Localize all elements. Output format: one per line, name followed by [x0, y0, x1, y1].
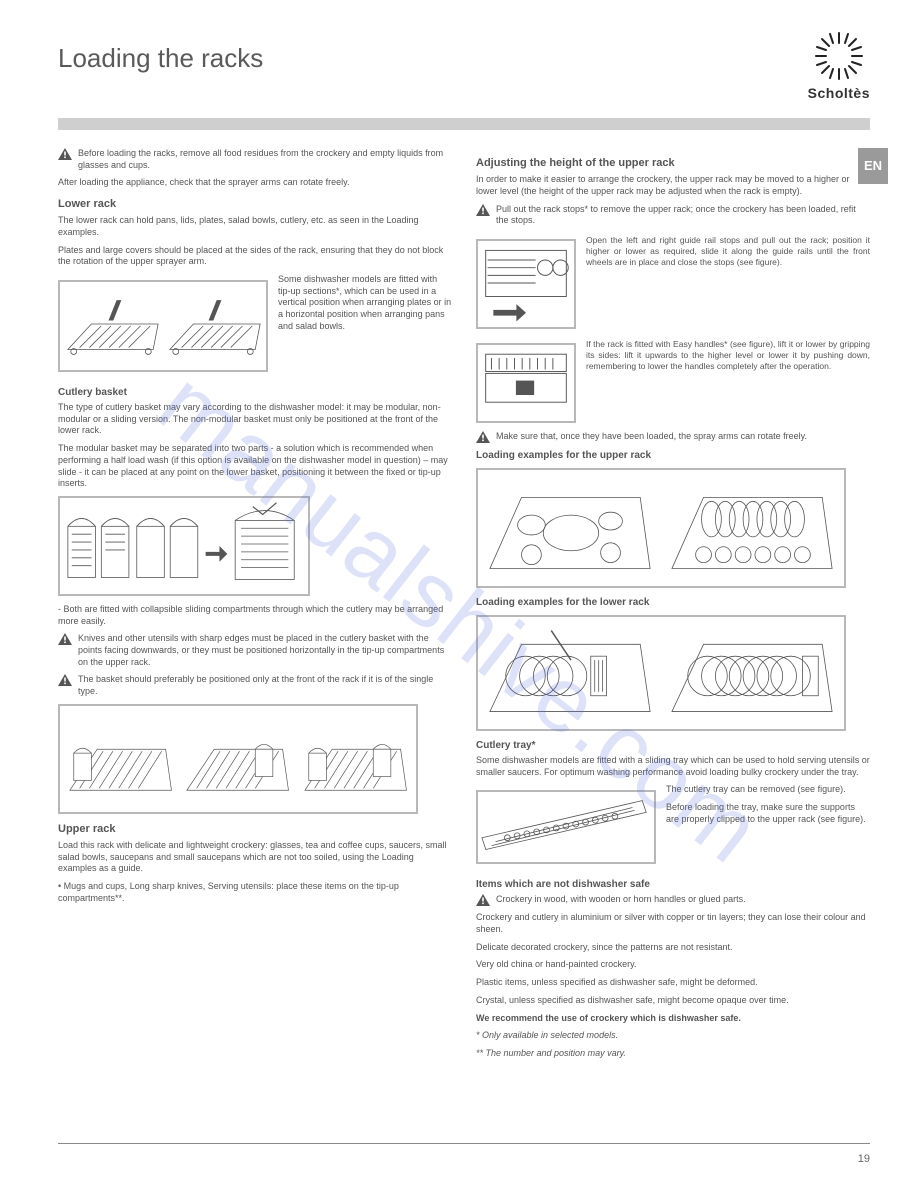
paragraph: Load this rack with delicate and lightwe… [58, 840, 452, 875]
footer-divider [58, 1143, 870, 1144]
paragraph: Before loading the tray, make sure the s… [666, 802, 870, 825]
paragraph: In order to make it easier to arrange th… [476, 174, 870, 197]
warning-wooden: Crockery in wood, with wooden or horn ha… [476, 894, 870, 906]
paragraph: Some dishwasher models are fitted with t… [278, 274, 452, 332]
tip: We recommend the use of crockery which i… [476, 1013, 870, 1025]
paragraph: After loading the appliance, check that … [58, 177, 452, 189]
page-title: Loading the racks [58, 42, 263, 76]
paragraph: Plates and large covers should be placed… [58, 245, 452, 268]
header-divider [58, 118, 870, 130]
figure-easy-handles [476, 343, 576, 423]
page-number: 19 [858, 1152, 870, 1166]
content: Before loading the racks, remove all foo… [58, 148, 870, 1066]
paragraph: Some dishwasher models are fitted with a… [476, 755, 870, 778]
paragraph: The cutlery tray can be removed (see fig… [666, 784, 870, 796]
section-examples-lower: Loading examples for the lower rack [476, 596, 870, 609]
list-item: Delicate decorated crockery, since the p… [476, 942, 870, 954]
warning-icon [58, 633, 72, 645]
caption: Open the left and right guide rail stops… [586, 235, 870, 268]
warning-icon [476, 431, 490, 443]
warning-icon [58, 674, 72, 686]
right-column: Adjusting the height of the upper rack I… [476, 148, 870, 1066]
warning-icon [476, 894, 490, 906]
section-examples-upper: Loading examples for the upper rack [476, 449, 870, 462]
figure-rail-stops [476, 239, 576, 329]
warning-icon [476, 204, 490, 216]
warning-single-basket: The basket should preferably be position… [58, 674, 452, 697]
figure-upper-examples [476, 468, 846, 588]
figure-lower-examples [476, 615, 846, 731]
section-cutlery-tray: Cutlery tray* [476, 739, 870, 752]
footnote: * Only available in selected models. [476, 1030, 870, 1042]
section-cutlery-basket: Cutlery basket [58, 386, 452, 399]
warning-intro: Before loading the racks, remove all foo… [58, 148, 452, 171]
section-upper-rack: Upper rack [58, 822, 452, 836]
warning-free-rotation: Make sure that, once they have been load… [476, 431, 870, 443]
page: Loading the racks Scholtès [0, 0, 918, 1188]
list-item: Very old china or hand-painted crockery. [476, 959, 870, 971]
sun-icon [813, 30, 865, 82]
figure-cutlery-tray [476, 790, 656, 864]
figure-lower-rack-tipup [58, 280, 268, 372]
section-adjust-height: Adjusting the height of the upper rack [476, 156, 870, 170]
left-column: Before loading the racks, remove all foo… [58, 148, 452, 1066]
brand-name: Scholtès [808, 84, 870, 102]
warning-pull-stops: Pull out the rack stops* to remove the u… [476, 204, 870, 227]
paragraph: The type of cutlery basket may vary acco… [58, 402, 452, 437]
list-item: Plastic items, unless specified as dishw… [476, 977, 870, 989]
paragraph: • Mugs and cups, Long sharp knives, Serv… [58, 881, 452, 904]
caption: If the rack is fitted with Easy handles*… [586, 339, 870, 372]
brand-logo: Scholtès [808, 30, 870, 102]
section-lower-rack: Lower rack [58, 197, 452, 211]
warning-knives: Knives and other utensils with sharp edg… [58, 633, 452, 668]
figure-basket-positions [58, 704, 418, 814]
footnote: ** The number and position may vary. [476, 1048, 870, 1060]
paragraph: - Both are fitted with collapsible slidi… [58, 604, 452, 627]
list-item: Crockery and cutlery in aluminium or sil… [476, 912, 870, 935]
paragraph: The modular basket may be separated into… [58, 443, 452, 490]
warning-icon [58, 148, 72, 160]
section-unsuitable: Items which are not dishwasher safe [476, 878, 870, 891]
list-item: Crystal, unless specified as dishwasher … [476, 995, 870, 1007]
paragraph: The lower rack can hold pans, lids, plat… [58, 215, 452, 238]
figure-cutlery-baskets [58, 496, 310, 596]
